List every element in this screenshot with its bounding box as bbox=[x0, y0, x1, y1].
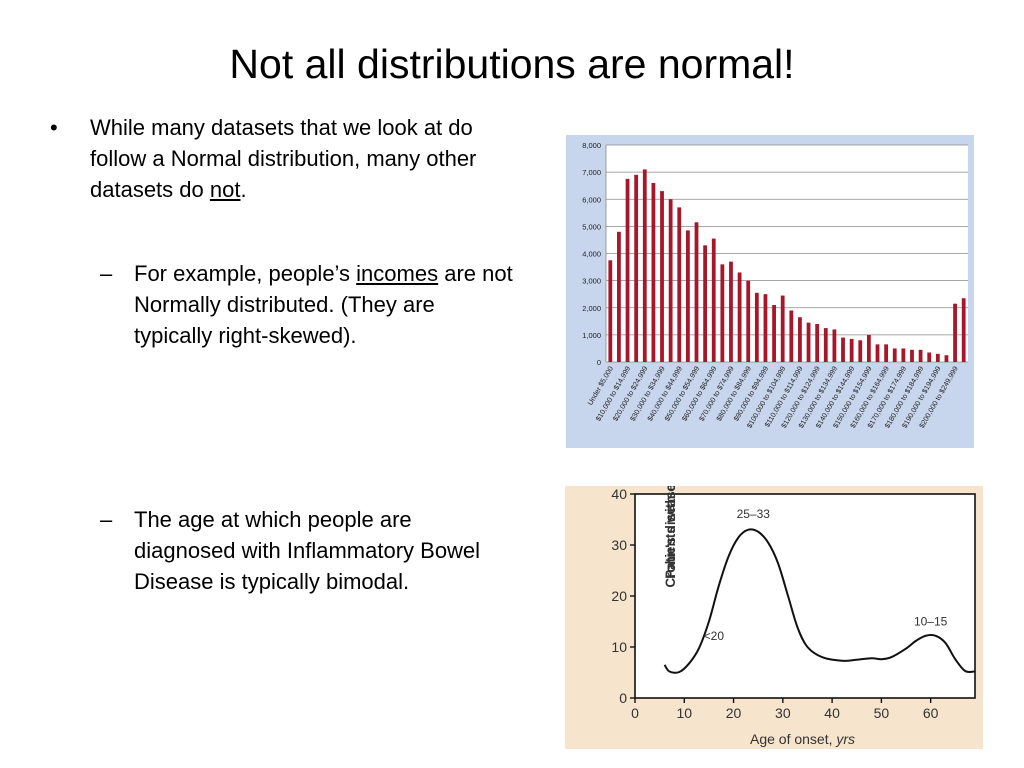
income-bar bbox=[729, 261, 733, 362]
income-histogram: 0 1,000 2,000 3,000 4,000 5,000 6,000 7,000 8,00… bbox=[566, 135, 974, 448]
income-bullet-text: For example, people’s incomes are not No… bbox=[134, 258, 514, 351]
income-bar bbox=[935, 353, 940, 362]
x-tick-label: 20 bbox=[726, 705, 742, 721]
y-tick-label: 30 bbox=[611, 537, 627, 553]
x-tick-label: 0 bbox=[631, 705, 639, 721]
income-bar bbox=[901, 348, 906, 362]
income-bar bbox=[823, 328, 828, 362]
income-bar bbox=[858, 340, 863, 362]
y-axis-label-line2: Crohn's disease, % bbox=[663, 486, 678, 588]
y-tick-label: 7,000 bbox=[582, 168, 601, 177]
income-bar bbox=[642, 169, 647, 362]
income-bar bbox=[866, 334, 871, 362]
income-bar bbox=[720, 264, 725, 362]
x-tick-label: 10 bbox=[676, 705, 692, 721]
income-bullet-emph: incomes bbox=[356, 261, 439, 286]
income-bar bbox=[617, 231, 621, 362]
y-tick-label: 8,000 bbox=[582, 141, 601, 150]
x-tick-label: 50 bbox=[874, 705, 890, 721]
main-bullet-emph: not bbox=[209, 177, 241, 202]
sub-bullet-dash: – bbox=[100, 261, 113, 286]
income-bullet-pre: For example, people’s bbox=[134, 261, 357, 286]
income-bar bbox=[953, 303, 957, 362]
x-axis-label-unit: yrs bbox=[835, 731, 855, 747]
income-bar bbox=[841, 337, 845, 362]
income-bar bbox=[780, 295, 785, 362]
income-bar bbox=[737, 272, 742, 362]
crohn-onset-chart: 0 10 20 30 40 0 10 20 30 40 50 60 Age of onset, yrs P… bbox=[565, 439, 983, 749]
income-bar bbox=[694, 222, 699, 362]
y-tick-label: 40 bbox=[611, 486, 627, 502]
income-bar bbox=[944, 355, 949, 362]
income-bar bbox=[849, 338, 854, 362]
x-tick-label: 40 bbox=[824, 705, 840, 721]
y-tick-label: 3,000 bbox=[582, 277, 601, 286]
income-bar bbox=[961, 298, 966, 362]
slide-title: Not all distributions are normal! bbox=[229, 41, 795, 87]
main-bullet-text: While many datasets that we look at do f… bbox=[90, 112, 510, 205]
income-bar bbox=[651, 182, 656, 362]
income-bar bbox=[677, 207, 682, 362]
annotation-label: 25–33 bbox=[737, 507, 771, 521]
income-bar bbox=[832, 329, 837, 362]
income-bar bbox=[763, 294, 768, 362]
y-tick-label: 20 bbox=[611, 588, 627, 604]
income-bar bbox=[918, 349, 923, 362]
y-tick-label: 4,000 bbox=[582, 250, 601, 259]
annotation-label: 10–15 bbox=[914, 615, 948, 629]
x-tick-label: 30 bbox=[775, 705, 791, 721]
income-bar bbox=[625, 178, 630, 362]
y-tick-label: 0 bbox=[619, 690, 627, 706]
y-tick-label: 5,000 bbox=[582, 222, 601, 231]
income-bar bbox=[927, 352, 932, 362]
y-tick-label: 1,000 bbox=[582, 331, 601, 340]
income-bar bbox=[746, 280, 751, 362]
income-bar bbox=[703, 245, 708, 362]
income-chart-svg: 0 1,000 2,000 3,000 4,000 5,000 6,000 7,000 8,00… bbox=[582, 141, 968, 430]
x-axis-label-main: Age of onset, bbox=[750, 731, 836, 747]
income-bar bbox=[806, 322, 811, 362]
income-bar bbox=[798, 317, 802, 362]
annotation-label: <20 bbox=[704, 629, 725, 643]
main-bullet-post: . bbox=[240, 177, 247, 202]
income-bar bbox=[660, 191, 664, 362]
income-bar bbox=[685, 230, 690, 362]
income-bullet-post: are not Normally distributed. (They are … bbox=[134, 261, 513, 348]
income-bar bbox=[608, 260, 613, 362]
ibd-bullet-text: The age at which people are diagnosed wi… bbox=[134, 507, 481, 594]
income-bar bbox=[815, 324, 820, 362]
onset-curve bbox=[663, 528, 976, 674]
income-bar bbox=[875, 344, 880, 362]
y-tick-label: 2,000 bbox=[582, 304, 601, 313]
income-bar bbox=[668, 199, 673, 362]
sub-bullet-dash: – bbox=[100, 507, 113, 532]
x-axis-label: Age of onset, yrs bbox=[750, 731, 855, 747]
y-tick-label: 0 bbox=[597, 358, 601, 367]
x-tick-label: 60 bbox=[923, 705, 939, 721]
income-bar bbox=[789, 310, 794, 362]
y-tick-label: 10 bbox=[611, 639, 627, 655]
main-bullet-pre: While many datasets that we look at do f… bbox=[90, 115, 477, 202]
income-bar bbox=[892, 348, 897, 362]
y-tick-label: 6,000 bbox=[582, 195, 601, 204]
income-bar bbox=[711, 238, 716, 362]
income-bar bbox=[754, 292, 759, 362]
income-bar bbox=[772, 305, 776, 362]
income-bar bbox=[634, 174, 639, 362]
bullet-dot: • bbox=[50, 115, 58, 140]
income-bar bbox=[884, 344, 889, 362]
income-bar bbox=[910, 349, 914, 362]
